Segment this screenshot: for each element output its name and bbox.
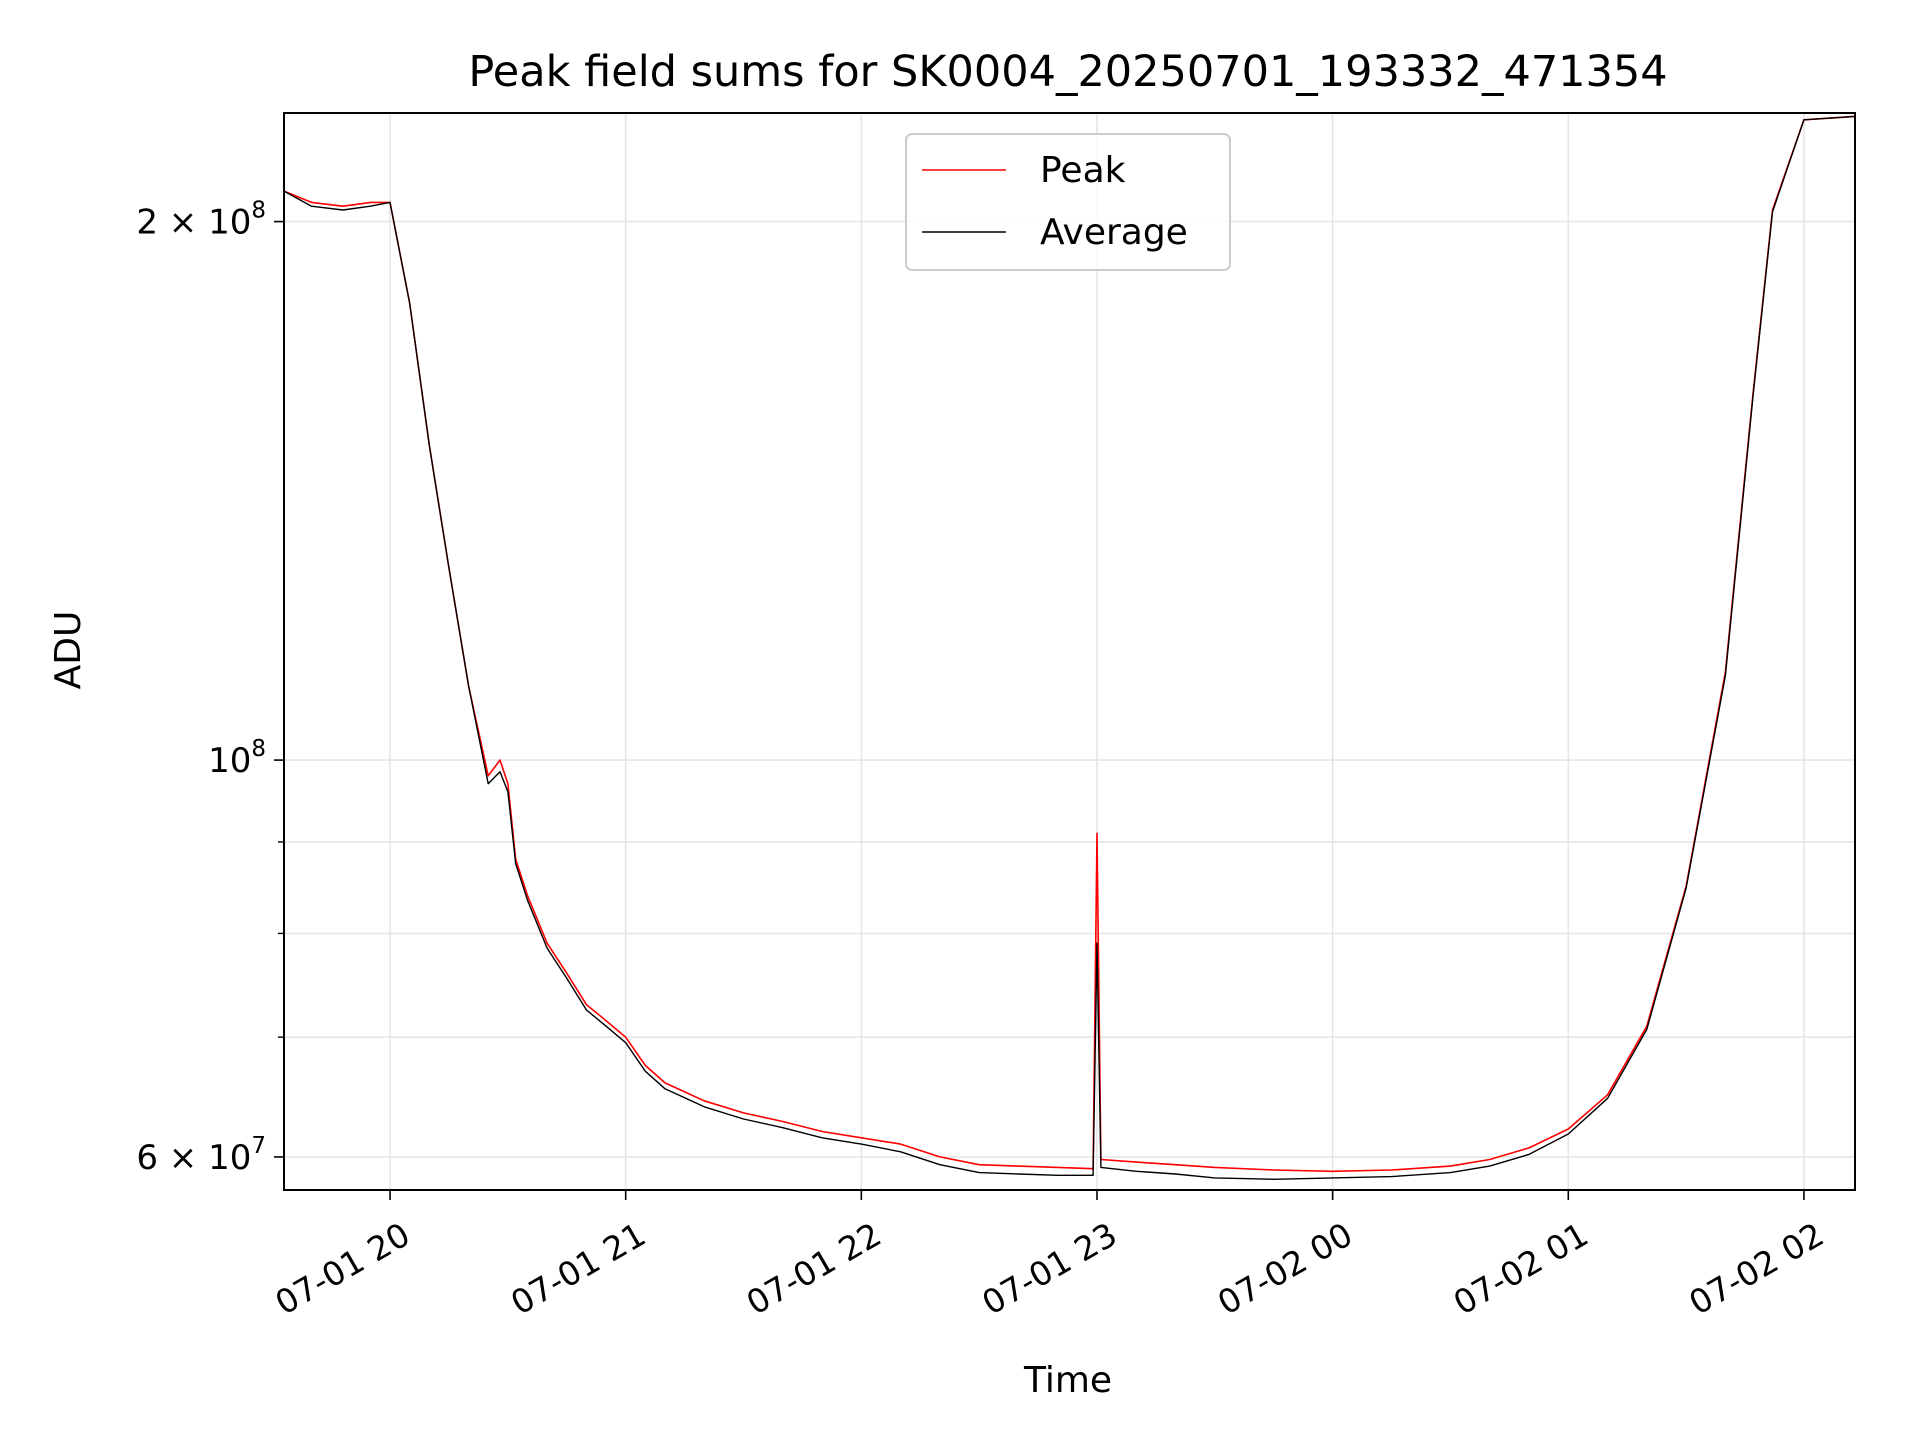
series-line-average (283, 115, 1856, 1181)
y-tick-label: 2 × 108 (136, 198, 266, 243)
y-axis-label: ADU (48, 611, 89, 690)
plot-frame (283, 112, 1856, 1191)
legend-label-average: Average (1040, 212, 1188, 253)
chart-title: Peak field sums for SK0004_20250701_1933… (468, 47, 1667, 97)
legend: Peak Average (905, 133, 1231, 271)
x-axis-label: Time (1023, 1360, 1112, 1401)
legend-label-peak: Peak (1040, 150, 1126, 191)
y-tick-label: 108 (208, 736, 266, 781)
series-layer (283, 115, 1856, 1181)
series-line-peak (283, 115, 1856, 1173)
y-tick-label: 6 × 107 (136, 1133, 266, 1178)
legend-box (905, 133, 1231, 271)
